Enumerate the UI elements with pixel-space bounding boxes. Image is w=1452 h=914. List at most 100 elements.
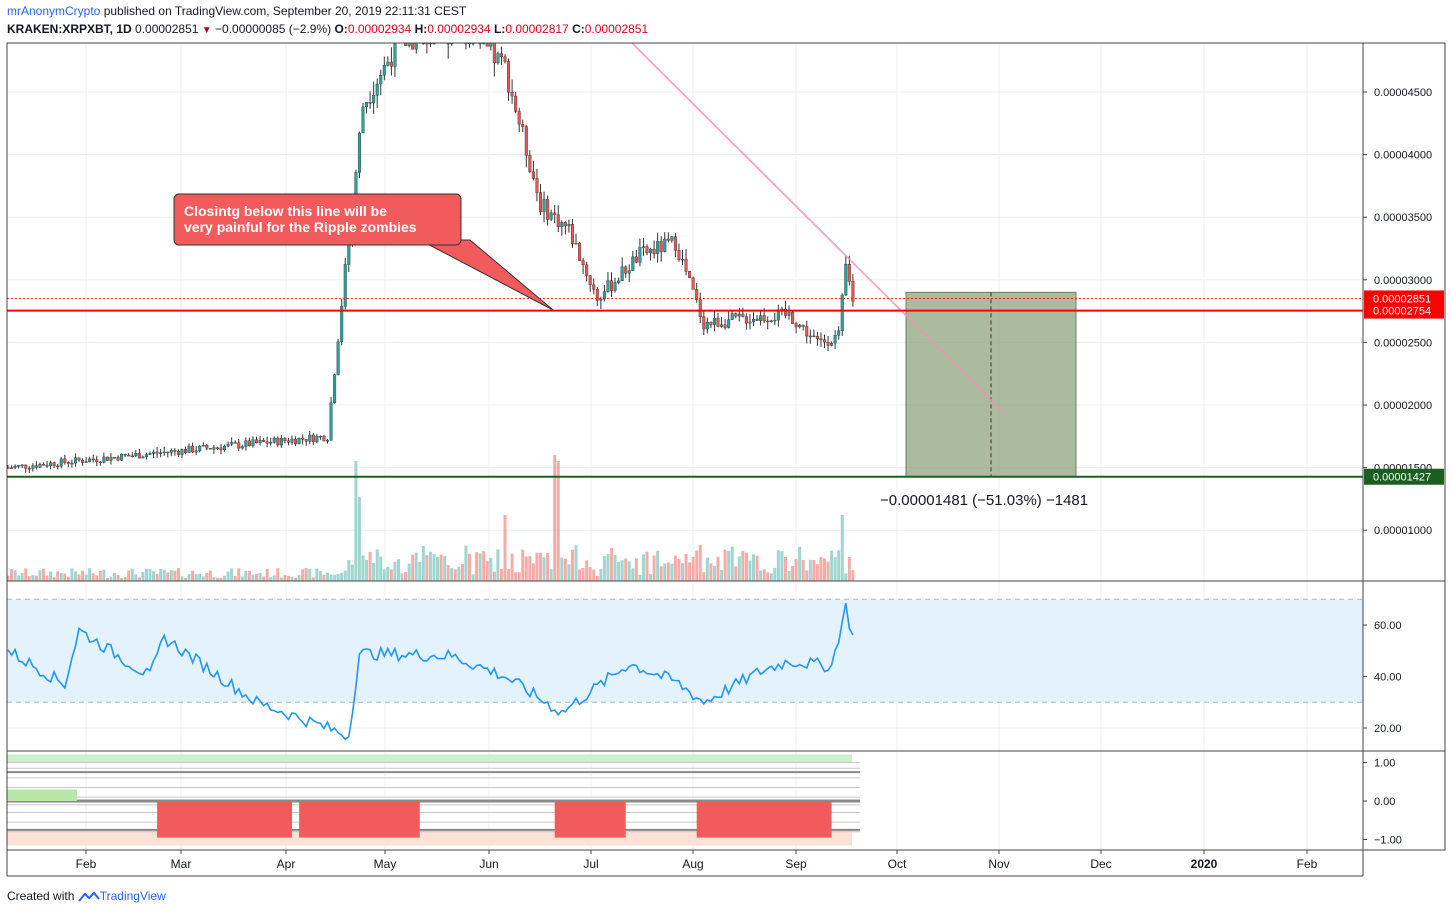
drawings[interactable]: −0.00001481 (−51.03%) −1481 Closintg belo… [7, 42, 1363, 509]
volume-bar [716, 556, 720, 581]
osc-negative-area [696, 801, 832, 838]
candle-body [269, 442, 273, 444]
volume-bar [272, 575, 276, 581]
x-tick-label: Jul [583, 857, 598, 871]
rsi-band [7, 598, 1363, 703]
candle-body [336, 341, 340, 375]
volume-bar [528, 556, 532, 581]
price-change: −0.00000085 (−2.9%) [215, 22, 332, 36]
volume-bar [144, 568, 148, 581]
candle-body [187, 445, 191, 453]
volume-bar [42, 568, 45, 581]
volume-bar [805, 570, 809, 581]
candle-body [563, 222, 567, 227]
volume-bar [17, 575, 21, 581]
candle-body [588, 275, 592, 285]
volume-bar [443, 556, 447, 581]
volume-bar [411, 554, 415, 581]
candle-body [712, 317, 716, 325]
volume-bar [840, 515, 844, 581]
volume-bar [173, 570, 177, 581]
candle-body [741, 313, 745, 317]
candle-body [240, 446, 244, 449]
volume-bar [638, 574, 642, 581]
candle-body [524, 126, 528, 156]
symbol-name[interactable]: KRAKEN:XRPXBT, 1D [7, 22, 132, 36]
candle-body [148, 453, 152, 455]
candle-body [737, 313, 741, 317]
candle-body [301, 437, 305, 440]
candle-body [549, 212, 553, 220]
volume-bar [425, 555, 429, 581]
volume-bar [159, 568, 163, 581]
volume-bar [734, 566, 738, 581]
volume-bar [34, 575, 38, 581]
volume-bar [407, 563, 411, 581]
x-tick-label: Dec [1090, 857, 1111, 871]
volume-bar [311, 577, 315, 581]
candle-body [191, 445, 195, 453]
volume-bar [553, 455, 557, 581]
candle-body [208, 448, 212, 450]
candle-body [716, 317, 720, 327]
candle-body [698, 299, 702, 317]
candle-body [194, 450, 198, 453]
candle-body [528, 155, 532, 173]
volume-bar [524, 556, 528, 581]
volume-bar [368, 551, 372, 581]
volume-bar [712, 565, 716, 581]
candle-body [201, 445, 205, 447]
volume-bar [109, 576, 113, 581]
candle-body [837, 330, 841, 336]
volume-bar [468, 553, 471, 581]
candle-body [230, 442, 234, 445]
tradingview-logo-icon [77, 891, 100, 902]
candle-body [162, 451, 166, 454]
candle-body [411, 42, 415, 50]
x-tick-label: Apr [277, 857, 296, 871]
volume-bar [510, 553, 514, 581]
volume-bar [180, 576, 184, 581]
volume-bar [514, 572, 518, 581]
candle-body [247, 440, 251, 447]
candle-body [226, 443, 230, 447]
candle-body [283, 437, 287, 441]
volume-bar [421, 545, 425, 581]
candle-body [517, 111, 521, 125]
volume-bar [844, 573, 848, 581]
candle-body [556, 214, 560, 227]
candle-body [531, 171, 535, 179]
candle-body [581, 260, 585, 265]
volume-bar [691, 557, 695, 581]
volume-bar [670, 563, 674, 581]
volume-bar [333, 574, 337, 581]
volume-bar [460, 563, 464, 581]
volume-bar [31, 575, 35, 581]
candle-body [499, 53, 503, 57]
y-tick-label: 0.00004000 [1374, 150, 1432, 162]
candle-body [176, 451, 180, 455]
volume-bar [684, 553, 688, 581]
candle-body [574, 242, 578, 245]
author-link[interactable]: mrAnonymCrypto [7, 4, 101, 18]
volume-bar [744, 552, 748, 581]
rsi-tick-label: 40.00 [1374, 672, 1402, 684]
candle-body [610, 280, 614, 291]
low-value: 0.00002817 [505, 22, 569, 36]
volume-bar [187, 574, 191, 581]
volume-bar [10, 569, 14, 581]
volume-bar [294, 577, 298, 581]
volume-bar [269, 577, 273, 581]
volume-bar [432, 554, 436, 581]
volume-bar [546, 553, 550, 581]
publish-info: mrAnonymCrypto published on TradingView.… [7, 4, 466, 18]
price-tag [1364, 290, 1444, 307]
candle-body [24, 464, 28, 469]
candle-body [17, 465, 21, 467]
candle-body [258, 439, 262, 443]
candle-body [833, 335, 837, 344]
tradingview-brand[interactable]: TradingView [99, 889, 166, 903]
volume-bar [265, 568, 269, 581]
candle-body [656, 241, 660, 254]
